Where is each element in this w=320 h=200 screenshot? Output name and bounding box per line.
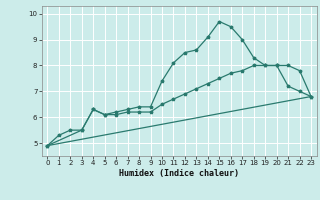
- X-axis label: Humidex (Indice chaleur): Humidex (Indice chaleur): [119, 169, 239, 178]
